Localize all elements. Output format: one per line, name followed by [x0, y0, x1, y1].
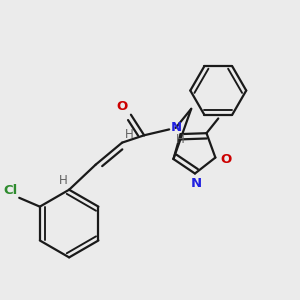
Text: Cl: Cl — [4, 184, 18, 197]
Text: O: O — [221, 152, 232, 166]
Text: H: H — [176, 133, 184, 146]
Text: H: H — [59, 174, 68, 187]
Text: O: O — [117, 100, 128, 113]
Text: N: N — [191, 177, 202, 190]
Text: H: H — [125, 128, 134, 141]
Text: N: N — [171, 122, 182, 134]
